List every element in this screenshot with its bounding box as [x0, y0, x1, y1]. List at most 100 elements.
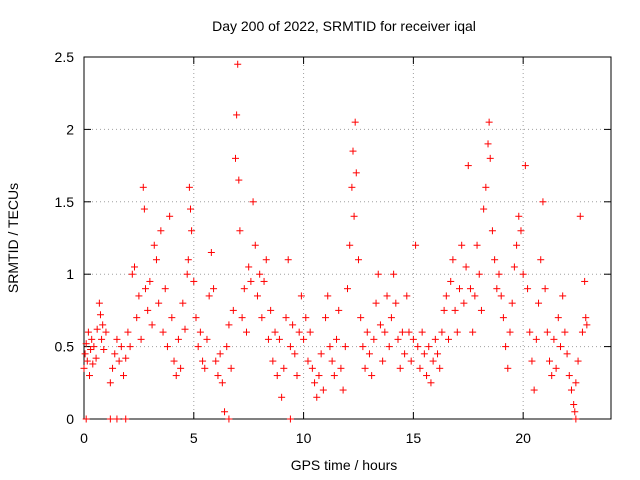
data-point: [521, 162, 529, 170]
data-point: [317, 350, 325, 358]
data-point: [87, 345, 95, 353]
data-point: [508, 299, 516, 307]
data-point: [559, 292, 567, 300]
data-point: [401, 350, 409, 358]
data-point: [561, 328, 569, 336]
data-point: [552, 364, 560, 372]
data-point: [398, 328, 406, 336]
data-point: [429, 357, 437, 365]
data-point: [148, 321, 156, 329]
data-point: [273, 372, 281, 380]
data-point: [196, 328, 204, 336]
data-point: [510, 263, 518, 271]
data-point: [218, 379, 226, 387]
data-point: [374, 270, 382, 278]
data-point: [92, 354, 100, 362]
data-point: [582, 314, 590, 322]
data-point: [488, 227, 496, 235]
data-point: [425, 343, 433, 351]
data-point: [357, 314, 365, 322]
data-point: [423, 372, 431, 380]
data-point: [434, 350, 442, 358]
data-point: [493, 285, 501, 293]
data-point: [264, 335, 272, 343]
data-point: [159, 328, 167, 336]
data-point: [194, 343, 202, 351]
data-point: [225, 321, 233, 329]
x-tick-label: 0: [80, 430, 88, 446]
data-point: [370, 335, 378, 343]
data-point: [174, 335, 182, 343]
y-tick-label: 0: [66, 411, 74, 427]
data-points: [80, 60, 591, 423]
data-point: [109, 364, 117, 372]
data-point: [124, 328, 132, 336]
data-point: [315, 372, 323, 380]
data-point: [82, 340, 90, 348]
data-point: [482, 183, 490, 191]
data-point: [427, 379, 435, 387]
data-point: [442, 292, 450, 300]
data-point: [390, 270, 398, 278]
data-point: [95, 299, 103, 307]
data-point: [106, 415, 114, 423]
data-point: [484, 140, 492, 148]
data-point: [574, 357, 582, 365]
data-point: [278, 393, 286, 401]
data-point: [216, 350, 224, 358]
data-point: [223, 343, 231, 351]
data-point: [333, 335, 341, 343]
data-point: [300, 335, 308, 343]
data-point: [352, 169, 360, 177]
data-point: [181, 325, 189, 333]
data-point: [565, 372, 573, 380]
data-point: [348, 183, 356, 191]
data-point: [190, 277, 198, 285]
data-point: [93, 325, 101, 333]
data-point: [407, 357, 415, 365]
data-point: [535, 299, 543, 307]
data-point: [247, 277, 255, 285]
data-point: [414, 343, 422, 351]
x-axis-label: GPS time / hours: [291, 457, 398, 473]
data-point: [330, 372, 338, 380]
data-point: [113, 335, 121, 343]
data-point: [341, 343, 349, 351]
data-point: [98, 335, 106, 343]
data-point: [519, 270, 527, 278]
y-tick-label: 1: [66, 266, 74, 282]
data-point: [225, 415, 233, 423]
data-point: [475, 270, 483, 278]
data-point: [256, 270, 264, 278]
data-point: [532, 335, 540, 343]
data-point: [381, 328, 389, 336]
data-point: [170, 357, 178, 365]
data-point: [546, 357, 554, 365]
x-tick-label: 5: [190, 430, 198, 446]
data-point: [172, 372, 180, 380]
y-axis-label: SRMTID / TECUs: [5, 183, 21, 293]
data-point: [185, 183, 193, 191]
data-point: [392, 299, 400, 307]
data-point: [396, 364, 404, 372]
data-point: [137, 335, 145, 343]
data-point: [363, 328, 371, 336]
data-point: [326, 343, 334, 351]
data-point: [166, 212, 174, 220]
data-point: [221, 408, 229, 416]
data-point: [349, 147, 357, 155]
data-point: [192, 314, 200, 322]
data-point: [238, 314, 246, 322]
data-point: [339, 386, 347, 394]
data-point: [304, 357, 312, 365]
data-point: [567, 386, 575, 394]
data-point: [199, 357, 207, 365]
data-point: [183, 270, 191, 278]
data-point: [344, 285, 351, 293]
x-tick-label: 20: [515, 430, 531, 446]
data-point: [188, 227, 196, 235]
data-point: [161, 285, 169, 293]
data-point: [207, 248, 215, 256]
data-point: [485, 118, 493, 126]
